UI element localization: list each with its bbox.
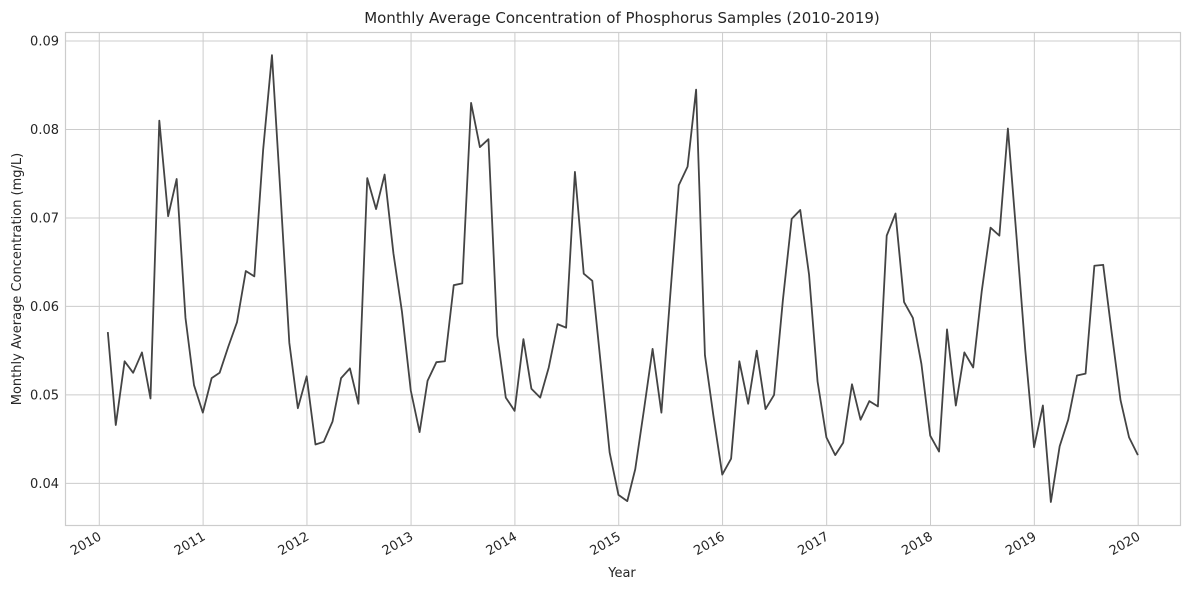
- y-tick-label: 0.07: [30, 211, 59, 226]
- x-tick-label: 2012: [276, 529, 312, 559]
- y-tick-label: 0.08: [30, 123, 59, 138]
- y-axis-label: Monthly Average Concentration (mg/L): [10, 153, 25, 405]
- y-tick-labels: 0.04 0.05 0.06 0.07 0.08 0.09: [30, 34, 59, 491]
- y-tick-label: 0.04: [30, 477, 59, 492]
- x-tick-label: 2010: [68, 529, 104, 559]
- x-axis-label: Year: [607, 566, 636, 581]
- x-tick-label: 2015: [588, 529, 624, 559]
- chart-title: Monthly Average Concentration of Phospho…: [364, 9, 880, 27]
- x-tick-label: 2014: [484, 529, 520, 559]
- x-tick-label: 2017: [796, 529, 832, 559]
- y-tick-label: 0.09: [30, 34, 59, 49]
- y-tick-label: 0.05: [30, 388, 59, 403]
- x-tick-label: 2013: [380, 529, 416, 559]
- series-line: [106, 54, 1139, 503]
- plot-frame: [64, 31, 1182, 527]
- x-tick-label: 2011: [172, 529, 208, 559]
- x-tick-labels: 2010 2011 2012 2013 2014 2015 2016 2017 2018 2019…: [68, 529, 1143, 559]
- x-tick-label: 2016: [691, 529, 727, 559]
- y-tick-label: 0.06: [30, 300, 59, 315]
- x-tick-label: 2018: [899, 529, 935, 559]
- x-tick-label: 2020: [1107, 529, 1143, 559]
- x-tick-label: 2019: [1003, 529, 1039, 559]
- gridlines: [66, 33, 1180, 525]
